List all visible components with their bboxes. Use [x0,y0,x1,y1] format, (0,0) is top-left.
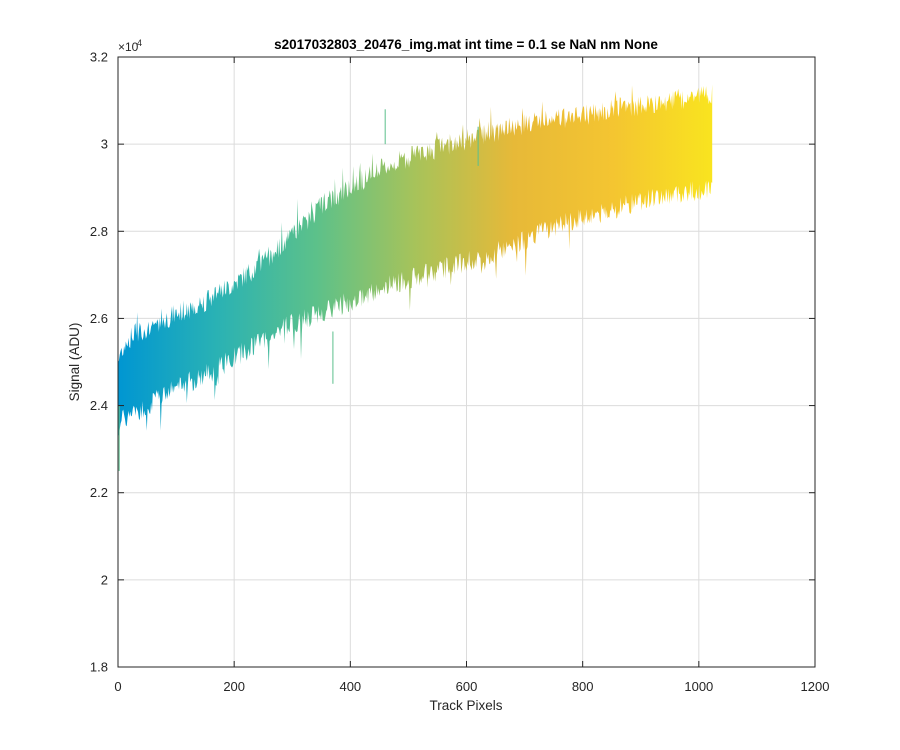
y-tick-label: 1.8 [90,660,108,675]
data-layer [118,84,713,471]
ticks [117,56,816,668]
x-tick-label: 1200 [801,679,830,694]
y-tick-label: 3 [101,137,108,152]
chart-title: s2017032803_20476_img.mat int time = 0.1… [274,37,658,52]
signal-band [118,84,713,436]
y-tick-label: 3.2 [90,50,108,65]
x-tick-label: 1000 [684,679,713,694]
x-tick-label: 0 [114,679,121,694]
y-tick-label: 2.8 [90,224,108,239]
y-axis-label: Signal (ADU) [67,323,82,402]
y-multiplier-exponent: 4 [137,38,142,48]
y-tick-label: 2.6 [90,311,108,326]
y-tick-label: 2 [101,572,108,587]
x-tick-label: 400 [339,679,361,694]
x-axis-label: Track Pixels [429,698,502,713]
x-tick-labels: 0 200 400 600 800 1000 1200 [114,679,829,694]
y-tick-label: 2.2 [90,485,108,500]
x-tick-label: 800 [572,679,594,694]
y-tick-labels: 1.8 2 2.2 2.4 2.6 2.8 3 3.2 [90,50,108,675]
y-tick-label: 2.4 [90,398,108,413]
x-tick-label: 600 [456,679,478,694]
y-multiplier-label: ×10 [118,40,139,54]
x-tick-label: 200 [223,679,245,694]
